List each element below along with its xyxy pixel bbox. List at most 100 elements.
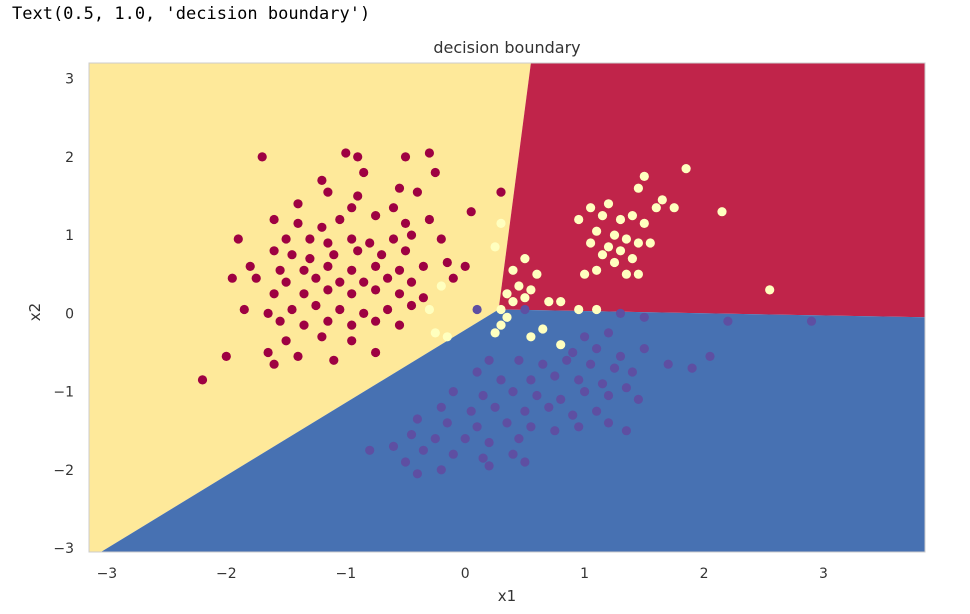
data-point-class-0 (353, 191, 363, 201)
data-point-class-0 (418, 293, 428, 303)
data-point-class-0 (245, 261, 255, 271)
data-point-class-1 (603, 242, 614, 252)
data-point-class-0 (347, 234, 357, 244)
data-point-class-0 (383, 273, 393, 283)
data-point-class-1 (496, 320, 506, 330)
data-point-class-2 (478, 453, 488, 463)
data-point-class-1 (681, 164, 691, 174)
data-point-class-0 (257, 152, 267, 162)
data-point-class-2 (400, 457, 411, 467)
y-tick-label: −1 (53, 385, 74, 401)
data-point-class-2 (430, 434, 440, 444)
data-point-class-2 (496, 375, 506, 385)
data-point-class-0 (251, 273, 261, 283)
data-point-class-2 (556, 394, 566, 404)
data-point-class-2 (490, 402, 500, 412)
scatter-points (197, 148, 817, 479)
data-point-class-1 (633, 183, 644, 193)
data-point-class-0 (323, 316, 333, 326)
data-point-class-1 (496, 218, 506, 228)
data-point-class-2 (514, 434, 524, 444)
data-point-class-2 (574, 422, 584, 432)
data-point-class-1 (586, 203, 596, 213)
data-point-class-0 (406, 300, 417, 311)
data-point-class-1 (520, 254, 530, 264)
data-point-class-2 (514, 355, 524, 365)
data-point-class-2 (520, 457, 530, 467)
data-point-class-0 (460, 261, 470, 271)
data-point-class-2 (436, 465, 446, 475)
data-point-class-1 (592, 226, 602, 236)
data-point-class-0 (394, 265, 405, 275)
data-point-class-2 (562, 355, 572, 365)
data-point-class-1 (657, 195, 667, 205)
data-point-class-2 (639, 344, 649, 354)
data-point-class-2 (723, 316, 733, 326)
data-point-class-2 (615, 351, 626, 361)
data-point-class-1 (556, 340, 566, 350)
data-point-class-0 (353, 246, 363, 256)
y-tick-label: 2 (65, 150, 74, 166)
data-point-class-0 (424, 214, 434, 225)
data-point-class-0 (275, 316, 285, 326)
data-point-class-2 (484, 461, 494, 471)
data-point-class-0 (388, 234, 399, 244)
data-point-class-2 (478, 390, 488, 401)
data-point-class-1 (639, 171, 649, 181)
data-point-class-1 (592, 265, 602, 275)
data-point-class-1 (609, 257, 620, 268)
data-point-class-1 (526, 285, 536, 295)
x-tick-label: 0 (461, 566, 470, 582)
data-point-class-0 (347, 289, 357, 299)
y-tick-label: 3 (65, 72, 74, 88)
data-point-class-0 (400, 152, 411, 162)
data-point-class-2 (412, 414, 422, 424)
data-point-class-1 (633, 238, 644, 248)
data-point-class-2 (484, 355, 494, 365)
data-point-class-2 (705, 351, 715, 361)
data-point-class-2 (532, 390, 542, 401)
x-tick-label: 3 (819, 566, 828, 582)
y-tick-label: −3 (53, 541, 74, 557)
decision-regions (89, 63, 925, 552)
data-point-class-2 (592, 344, 602, 354)
data-point-class-1 (615, 214, 626, 225)
data-point-class-0 (197, 375, 208, 385)
data-point-class-2 (418, 445, 428, 455)
data-point-class-2 (568, 410, 578, 420)
data-point-class-1 (496, 304, 506, 315)
data-point-class-0 (347, 265, 357, 275)
data-point-class-0 (317, 332, 327, 342)
data-point-class-1 (502, 312, 512, 322)
data-point-class-1 (424, 304, 434, 315)
data-point-class-0 (299, 289, 309, 299)
data-point-class-0 (371, 285, 381, 295)
data-point-class-0 (329, 355, 339, 365)
data-point-class-0 (418, 261, 428, 271)
data-point-class-1 (580, 269, 590, 279)
data-point-class-0 (263, 347, 273, 358)
data-point-class-0 (406, 277, 417, 287)
data-point-class-2 (442, 418, 452, 428)
data-point-class-0 (233, 234, 243, 244)
data-point-class-1 (592, 304, 602, 315)
data-point-class-2 (526, 375, 536, 385)
data-point-class-0 (281, 277, 291, 287)
data-point-class-2 (633, 394, 644, 404)
data-point-class-0 (269, 359, 279, 369)
data-point-class-1 (627, 254, 638, 264)
data-point-class-2 (388, 441, 399, 451)
data-point-class-0 (430, 167, 440, 178)
region-blue (100, 309, 925, 552)
data-point-class-1 (490, 242, 500, 252)
data-point-class-2 (621, 383, 632, 393)
data-point-class-0 (323, 285, 333, 295)
region-red (498, 63, 925, 318)
data-point-class-2 (603, 328, 614, 338)
x-tick-label: −3 (97, 566, 118, 582)
x-tick-label: −2 (216, 566, 237, 582)
x-tick-label: 1 (580, 566, 589, 582)
data-point-class-1 (717, 207, 727, 217)
data-point-class-2 (663, 359, 673, 369)
data-point-class-2 (603, 390, 614, 401)
